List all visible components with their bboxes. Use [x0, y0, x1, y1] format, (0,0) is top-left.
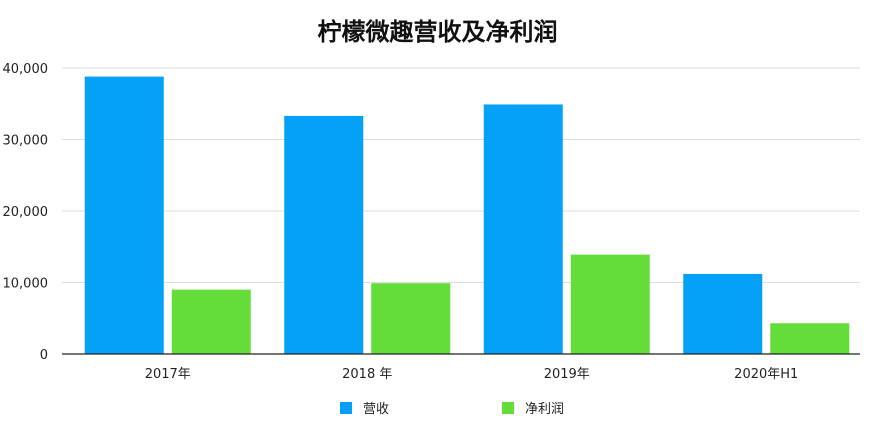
bar-revenue: [284, 115, 364, 354]
x-tick-label: 2017年: [145, 367, 191, 382]
x-tick-label: 2018 年: [342, 367, 392, 382]
y-tick-label: 20,000: [3, 205, 49, 220]
bar-net-profit: [371, 283, 451, 354]
legend-label: 营收: [363, 402, 389, 417]
legend: 营收 净利润: [340, 402, 564, 417]
gridlines: [62, 67, 860, 283]
legend-swatch: [502, 402, 514, 414]
y-tick-label: 30,000: [3, 134, 49, 149]
bar-revenue: [683, 273, 763, 354]
y-tick-label: 10,000: [3, 277, 49, 292]
y-tick-label: 0: [40, 348, 48, 363]
y-tick-label: 40,000: [3, 62, 49, 77]
bar-revenue: [483, 104, 563, 354]
bar-revenue: [84, 76, 164, 354]
bars: [84, 76, 850, 354]
chart-title: 柠檬微趣营收及净利润: [317, 18, 558, 46]
bar-net-profit: [770, 323, 850, 354]
legend-label: 净利润: [525, 402, 564, 417]
x-axis-ticks: 2017年 2018 年 2019年 2020年H1: [145, 367, 799, 382]
bar-net-profit: [171, 289, 251, 354]
legend-swatch: [340, 402, 352, 414]
y-axis-ticks: 0 10,000 20,000 30,000 40,000: [3, 62, 49, 363]
x-tick-label: 2019年: [544, 367, 590, 382]
bar-net-profit: [570, 254, 650, 354]
x-tick-label: 2020年H1: [734, 367, 798, 382]
